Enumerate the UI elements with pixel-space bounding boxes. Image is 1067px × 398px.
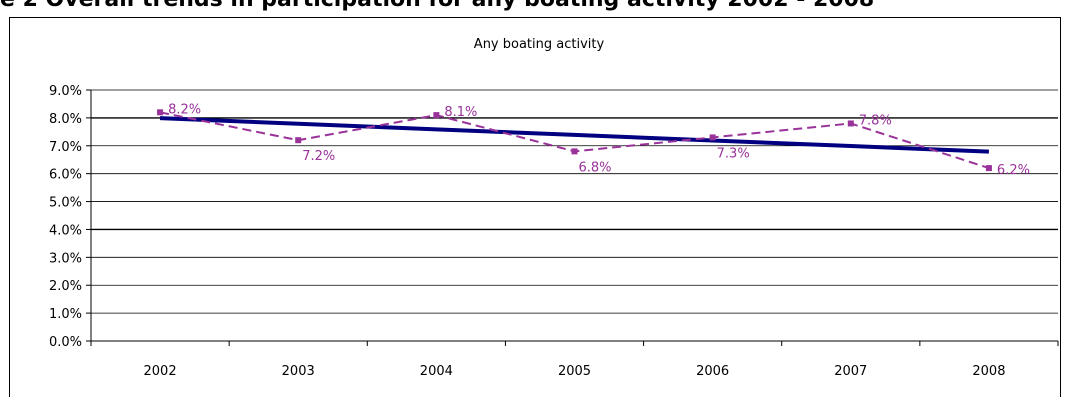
x-tick-label: 2006 xyxy=(696,364,729,379)
data-label: 7.8% xyxy=(859,113,892,128)
x-tick-label: 2002 xyxy=(144,364,177,379)
y-tick-label: 9.0% xyxy=(49,84,82,99)
trend-line xyxy=(159,116,990,154)
y-tick-label: 4.0% xyxy=(49,223,82,238)
data-point xyxy=(571,148,578,155)
y-tick-label: 8.0% xyxy=(49,112,82,127)
y-tick-label: 6.0% xyxy=(49,168,82,183)
grid xyxy=(91,89,1058,314)
y-tick-label: 1.0% xyxy=(49,307,82,322)
data-label: 8.2% xyxy=(168,102,201,117)
chart-title: Any boating activity xyxy=(474,37,605,52)
data-point xyxy=(847,120,854,127)
data-labels: 8.2% 7.2% 8.1% 6.8% 7.3% 7.8% 6.2% xyxy=(168,102,1030,178)
y-tick-label: 2.0% xyxy=(49,279,82,294)
data-label: 6.8% xyxy=(579,160,612,175)
data-point xyxy=(709,134,716,141)
x-tick-label: 2005 xyxy=(558,364,591,379)
x-tick-label: 2003 xyxy=(282,364,315,379)
data-label: 6.2% xyxy=(997,163,1030,178)
x-tick-label: 2004 xyxy=(420,364,453,379)
series-layer xyxy=(157,109,992,172)
y-tick-label: 0.0% xyxy=(49,335,82,350)
data-point xyxy=(985,165,992,172)
x-tick-label: 2008 xyxy=(972,364,1005,379)
figure-heading: e 2 Overall trends in participation for … xyxy=(0,0,874,12)
data-point xyxy=(295,137,302,144)
y-tick-label: 5.0% xyxy=(49,196,82,211)
data-label: 7.2% xyxy=(302,149,335,164)
chart-frame xyxy=(9,17,1061,397)
y-tick-label: 7.0% xyxy=(49,140,82,155)
axes: 0.0% 1.0% 2.0% 3.0% 4.0% 5.0% 6.0% 7.0% 8.0% 9.0%… xyxy=(49,84,1059,379)
data-label: 8.1% xyxy=(444,105,477,120)
trend-line-layer xyxy=(159,116,990,154)
data-label: 7.3% xyxy=(717,146,750,161)
x-tick-label: 2007 xyxy=(834,364,867,379)
data-point xyxy=(433,112,440,119)
y-tick-label: 3.0% xyxy=(49,251,82,266)
data-point xyxy=(157,109,164,116)
